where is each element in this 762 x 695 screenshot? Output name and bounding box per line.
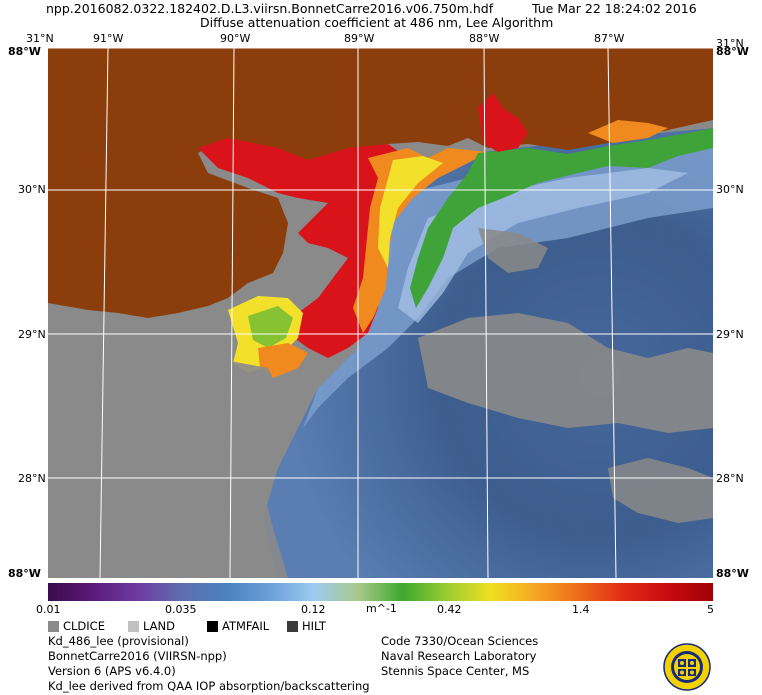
cloud-patch xyxy=(478,228,548,273)
lon-label-top: 88°W xyxy=(469,32,500,45)
colorbar-tick-label: 0.42 xyxy=(437,603,462,616)
cloud-patch xyxy=(48,328,288,578)
corner-label-bottom-right: 88°W xyxy=(716,567,749,580)
timestamp: Tue Mar 22 18:24:02 2016 xyxy=(532,1,697,16)
colorbar-tick-label: 1.4 xyxy=(572,603,590,616)
corner-lon-label-top-left: 88°W xyxy=(8,45,41,58)
nrl-seal-logo xyxy=(663,643,711,691)
legend-item-land: LAND xyxy=(128,619,175,633)
corner-lon-label-top-right: 88°W xyxy=(716,45,749,58)
map-subtitle: Diffuse attenuation coefficient at 486 n… xyxy=(200,15,554,30)
cloud-patch xyxy=(418,313,713,433)
legend-label: LAND xyxy=(143,619,175,633)
legend-swatch xyxy=(128,621,139,632)
satellite-map xyxy=(48,48,713,578)
colorbar-tick-label: 0.035 xyxy=(165,603,197,616)
western-plume-orange xyxy=(258,343,308,378)
legend-label: CLDICE xyxy=(63,619,105,633)
coastal-orange-patch xyxy=(588,120,668,143)
lon-label-top: 91°W xyxy=(93,32,124,45)
colorbar xyxy=(48,583,713,601)
lat-label-right: 30°N xyxy=(716,183,744,196)
colorbar-tick-label: 0.12 xyxy=(301,603,326,616)
legend-label: ATMFAIL xyxy=(222,619,270,633)
org-location: Stennis Space Center, MS xyxy=(381,664,530,678)
colorbar-tick-label: 5 xyxy=(707,603,714,616)
colorbar-tick-label: 0.01 xyxy=(36,603,61,616)
legend-swatch xyxy=(48,621,59,632)
corner-lat-label-top-left: 31°N xyxy=(26,32,54,45)
lat-label-right: 29°N xyxy=(716,328,744,341)
lon-label-top: 87°W xyxy=(594,32,625,45)
lon-label-top: 89°W xyxy=(344,32,375,45)
lat-label-left: 29°N xyxy=(18,328,46,341)
org-name: Naval Research Laboratory xyxy=(381,649,537,663)
colorbar-units-label: m^-1 xyxy=(366,602,397,615)
western-plume-green xyxy=(248,306,293,348)
lon-label-top: 90°W xyxy=(220,32,251,45)
river-plume-yellow xyxy=(378,156,443,268)
dataset-name: BonnetCarre2016 (VIIRSN-npp) xyxy=(48,649,227,663)
legend-item-atmfail: ATMFAIL xyxy=(207,619,269,633)
product-name: Kd_486_lee (provisional) xyxy=(48,634,189,648)
mobile-bay-plume xyxy=(478,93,528,152)
colorbar-gradient xyxy=(48,583,713,601)
legend-label: HILT xyxy=(302,619,326,633)
map-image xyxy=(48,48,713,578)
lat-label-right: 28°N xyxy=(716,472,744,485)
cloud-patch xyxy=(608,458,713,523)
lat-label-left: 28°N xyxy=(18,472,46,485)
file-name: npp.2016082.0322.182402.D.L3.viirsn.Bonn… xyxy=(46,1,494,16)
corner-label-bottom-left: 88°W xyxy=(8,567,41,580)
land-area xyxy=(48,48,713,318)
legend-swatch xyxy=(207,621,218,632)
legend-item-hilt: HILT xyxy=(287,619,326,633)
legend-item-cldice: CLDICE xyxy=(48,619,105,633)
legend-swatch xyxy=(287,621,298,632)
derivation-note: Kd_lee derived from QAA IOP absorption/b… xyxy=(48,679,370,693)
coastal-green-band xyxy=(410,128,713,308)
graticule xyxy=(48,48,713,578)
corner-lat-label-top-right: 31°N xyxy=(716,37,744,50)
org-code: Code 7330/Ocean Sciences xyxy=(381,634,539,648)
lat-label-left: 30°N xyxy=(18,183,46,196)
version-info: Version 6 (APS v6.4.0) xyxy=(48,664,176,678)
